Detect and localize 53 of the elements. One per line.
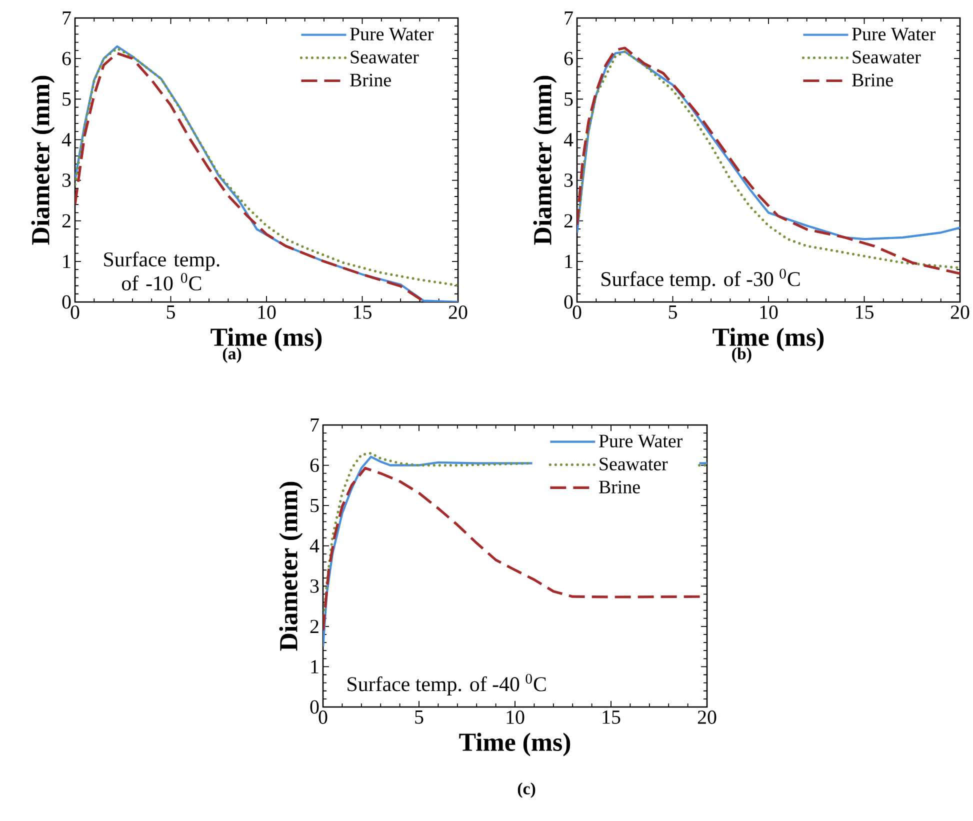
annotation: Surface temp. of -40 $^{0}$C — [348, 674, 546, 696]
y-tick-label: 1 — [565, 254, 572, 268]
y-tick-label: 5 — [310, 498, 319, 512]
y-tick-label: 5 — [564, 92, 573, 106]
x-tick-label: 5 — [166, 306, 175, 319]
y-tick-label: 0 — [62, 295, 71, 309]
y-tick-label: 2 — [310, 620, 318, 634]
x-tick-label: 20 — [698, 710, 716, 724]
y-tick-label: 1 — [311, 660, 318, 674]
legend-label: Pure Water — [350, 28, 434, 41]
y-tick-label: 5 — [62, 92, 71, 106]
y-tick-label: 6 — [564, 52, 573, 66]
y-tick-label: 4 — [564, 133, 574, 146]
x-tick-label: 20 — [448, 306, 468, 319]
legend-label: Seawater — [350, 50, 419, 64]
y-axis-title: Diameter (mm) — [279, 482, 303, 651]
legend-label: Brine — [350, 74, 391, 86]
y-tick-label: 3 — [310, 579, 319, 593]
x-tick-label: 20 — [950, 306, 970, 319]
legend-label: Brine — [599, 480, 640, 494]
y-tick-label: 6 — [62, 52, 71, 66]
legend-label: Seawater — [852, 50, 921, 64]
x-tick-label: 5 — [668, 306, 677, 319]
y-tick-label: 7 — [564, 11, 573, 25]
x-tick-label: 15 — [602, 710, 620, 724]
y-tick-label: 2 — [62, 214, 70, 228]
y-axis-title: Diameter (mm) — [31, 76, 55, 245]
y-tick-label: 1 — [63, 254, 70, 268]
y-tick-label: 0 — [564, 295, 573, 309]
y-tick-label: 6 — [310, 458, 319, 472]
y-tick-label: 2 — [564, 214, 572, 228]
x-tick-label: 15 — [856, 306, 874, 319]
y-tick-label: 3 — [62, 174, 71, 187]
y-tick-label: 7 — [310, 418, 319, 432]
y-tick-label: 4 — [62, 133, 72, 146]
annotation: Surface temp. of -10 $^{0}$C — [104, 252, 220, 290]
x-tick-label: 15 — [354, 306, 372, 319]
y-tick-label: 3 — [564, 174, 573, 187]
x-tick-label: 10 — [258, 306, 276, 319]
x-axis-title: Time (ms) — [459, 732, 570, 756]
series-label: Seawater — [600, 458, 668, 470]
y-tick-label: 4 — [310, 539, 320, 552]
legend-label: Pure Water — [852, 28, 936, 41]
legend-label: Pure Water — [599, 434, 682, 448]
y-tick-label: 7 — [62, 11, 71, 25]
y-axis-title: Diameter (mm) — [533, 76, 557, 245]
x-tick-label: 10 — [760, 306, 778, 319]
legend-label: Brine — [852, 74, 893, 86]
x-tick-label: 5 — [415, 710, 424, 724]
annotation: Surface temp. of -30 $^{0}$C — [602, 268, 800, 290]
x-tick-label: 10 — [506, 710, 524, 724]
text: (c) — [518, 782, 536, 798]
y-tick-label: 0 — [310, 700, 319, 714]
